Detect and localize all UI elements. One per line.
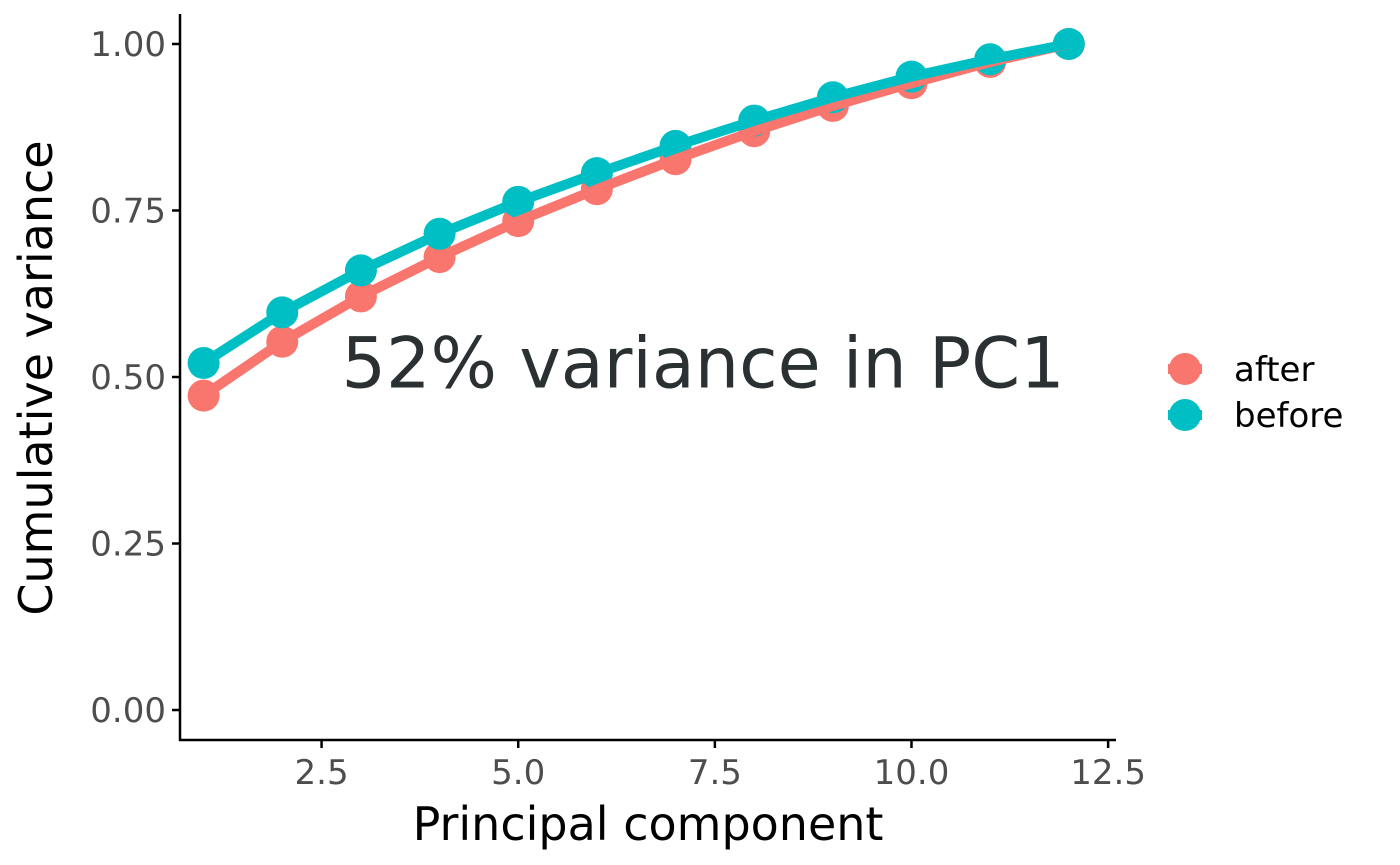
y-tick-label: 1.00 [90,25,166,65]
y-tick-label: 0.50 [90,358,166,398]
x-tick-label: 2.5 [295,753,349,793]
y-tick-label: 0.75 [90,191,166,231]
x-tick-label: 10.0 [874,753,950,793]
line-before [200,39,1070,368]
series-layer [187,27,1085,412]
y-axis-title: Cumulative variance [9,140,63,615]
legend: after before [1168,350,1343,436]
point-before [1052,27,1085,60]
x-tick-label: 5.0 [491,753,545,793]
y-ticks: 0.00 0.25 0.50 0.75 1.00 [90,25,180,731]
legend-label-before: before [1234,396,1343,436]
y-tick-label: 0.25 [90,525,166,565]
x-tick-label: 7.5 [688,753,742,793]
x-ticks: 2.5 5.0 7.5 10.0 12.5 [295,740,1146,793]
x-axis-title: Principal component [413,797,884,851]
y-tick-label: 0.00 [90,691,166,731]
series-lines [200,39,1070,400]
x-tick-label: 12.5 [1070,753,1146,793]
legend-label-after: after [1234,350,1314,390]
line-after [200,39,1070,400]
legend-key-point-before [1169,399,1201,431]
annotation-text: 52% variance in PC1 [341,323,1064,405]
legend-key-point-after [1169,353,1201,385]
